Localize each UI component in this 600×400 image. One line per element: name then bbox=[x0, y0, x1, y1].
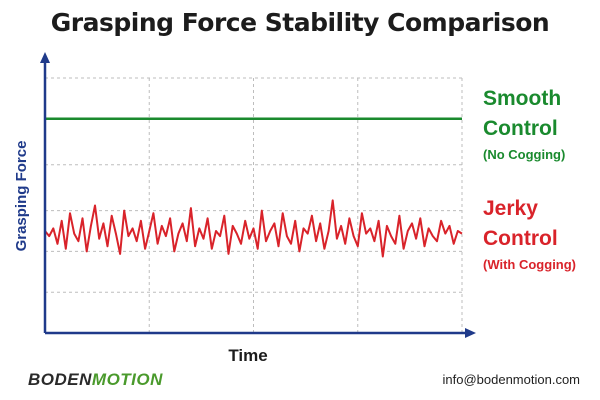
boden-motion-logo: BODENMOTION bbox=[28, 370, 163, 389]
axes bbox=[40, 52, 476, 338]
x-axis-arrow-icon bbox=[465, 328, 476, 338]
legend-smooth-control: Smooth Control (No Cogging) bbox=[483, 84, 600, 162]
legend-smooth-subtitle: (No Cogging) bbox=[483, 147, 566, 162]
grid bbox=[45, 77, 463, 333]
line-chart: Grasping Force Time bbox=[13, 52, 476, 365]
y-axis-label: Grasping Force bbox=[13, 141, 30, 252]
contact-email: info@bodenmotion.com bbox=[442, 372, 581, 387]
x-axis-label: Time bbox=[228, 346, 267, 365]
legend-smooth-name: Smooth Control bbox=[483, 87, 562, 140]
y-axis-arrow-icon bbox=[40, 52, 50, 63]
chart-title: Grasping Force Stability Comparison bbox=[50, 8, 550, 37]
series-line-jerky-control bbox=[44, 199, 463, 258]
legend-jerky-subtitle: (With Cogging) bbox=[483, 257, 577, 272]
legend-jerky-control: Jerky Control (With Cogging) bbox=[483, 194, 600, 272]
series-lines bbox=[44, 117, 463, 258]
legend-jerky-name: Jerky Control bbox=[483, 197, 558, 250]
